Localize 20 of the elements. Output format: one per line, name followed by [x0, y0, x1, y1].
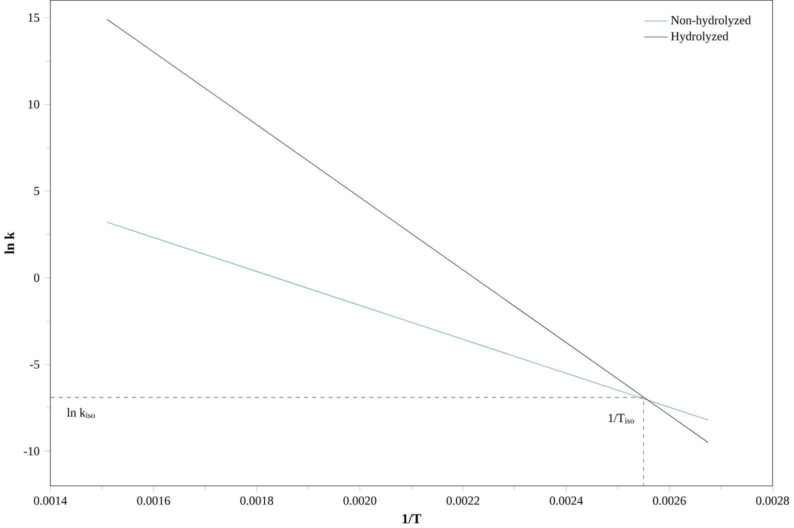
x-tick-label: 0.0018 [240, 496, 274, 505]
y-tick-label: 0 [34, 274, 40, 282]
y-tick-label: 15 [28, 14, 40, 22]
annotation: 1/T$_{iso}$ [608, 414, 634, 424]
y-tick-label: -5 [30, 360, 40, 369]
y-tick-label: 5 [34, 187, 40, 196]
y-tick-label: 10 [28, 100, 40, 109]
y-tick-label: -10 [24, 447, 40, 456]
x-tick-label: 0.0028 [756, 496, 789, 505]
x-axis-title: 1/T [402, 514, 422, 524]
annotation: ln k$_{iso}$ [67, 408, 95, 418]
y-axis-title: ln k [4, 232, 14, 254]
x-tick-label: 0.0014 [34, 496, 68, 505]
x-tick-label: 0.0024 [550, 496, 583, 505]
x-tick-label: 0.0022 [446, 496, 480, 505]
x-tick-label: 0.0016 [137, 496, 170, 505]
legend-label: Hydrolyzed [671, 32, 728, 43]
x-tick-label: 0.0026 [653, 496, 686, 505]
x-tick-label: 0.0020 [343, 496, 376, 505]
legend-label: Non-hydrolyzed [671, 16, 751, 27]
